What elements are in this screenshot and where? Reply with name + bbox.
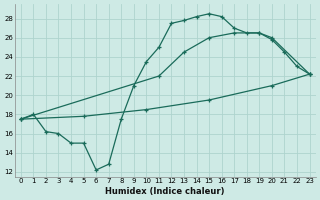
- X-axis label: Humidex (Indice chaleur): Humidex (Indice chaleur): [106, 187, 225, 196]
